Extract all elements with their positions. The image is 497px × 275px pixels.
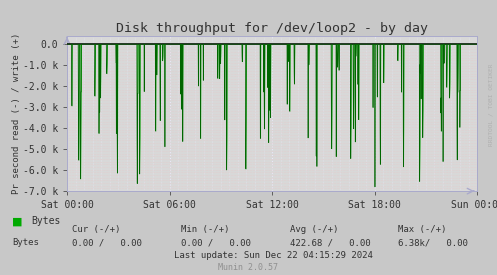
Text: Last update: Sun Dec 22 04:15:29 2024: Last update: Sun Dec 22 04:15:29 2024 bbox=[174, 251, 373, 260]
Text: 0.00 /   0.00: 0.00 / 0.00 bbox=[72, 238, 142, 247]
Text: RRDTOOL / TOBI OETIKER: RRDTOOL / TOBI OETIKER bbox=[489, 63, 494, 146]
Text: ■: ■ bbox=[12, 216, 23, 226]
Text: 6.38k/   0.00: 6.38k/ 0.00 bbox=[398, 238, 468, 247]
Text: Bytes: Bytes bbox=[31, 216, 60, 226]
Text: Cur (-/+): Cur (-/+) bbox=[72, 226, 120, 234]
Text: Munin 2.0.57: Munin 2.0.57 bbox=[219, 263, 278, 272]
Text: 0.00 /   0.00: 0.00 / 0.00 bbox=[181, 238, 251, 247]
Text: Min (-/+): Min (-/+) bbox=[181, 226, 230, 234]
Text: Avg (-/+): Avg (-/+) bbox=[290, 226, 338, 234]
Text: 422.68 /   0.00: 422.68 / 0.00 bbox=[290, 238, 370, 247]
Y-axis label: Pr second read (-) / write (+): Pr second read (-) / write (+) bbox=[12, 33, 21, 194]
Text: Max (-/+): Max (-/+) bbox=[398, 226, 446, 234]
Text: Bytes: Bytes bbox=[12, 238, 39, 247]
Title: Disk throughput for /dev/loop2 - by day: Disk throughput for /dev/loop2 - by day bbox=[116, 21, 428, 35]
